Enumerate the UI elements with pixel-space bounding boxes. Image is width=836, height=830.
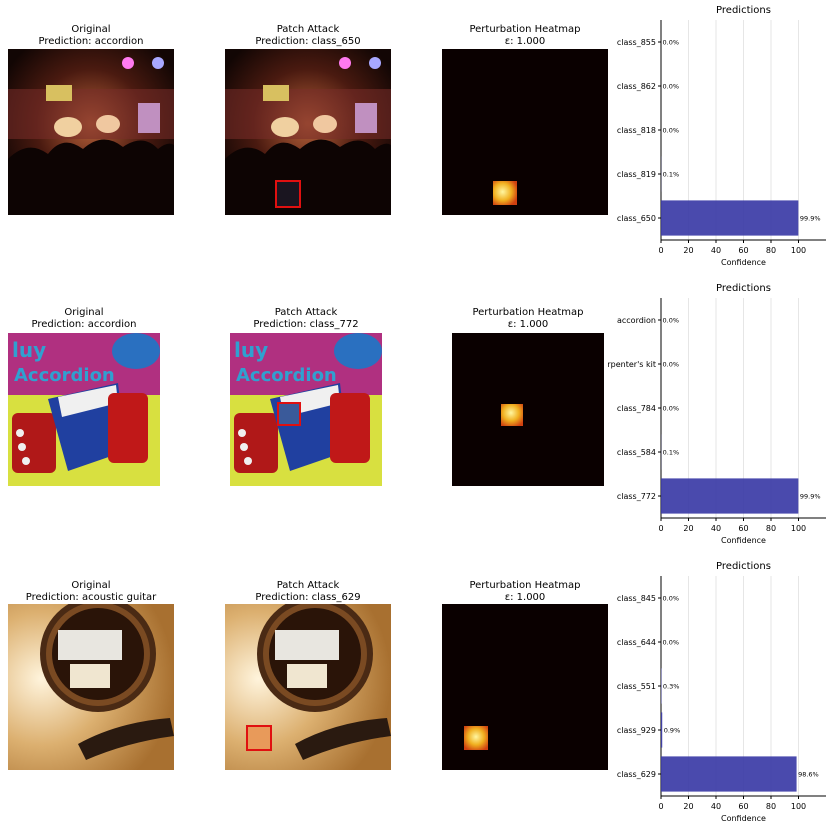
- category-label: class_772: [617, 492, 656, 501]
- value-label: 0.0%: [663, 361, 680, 369]
- original-title: Original Prediction: accordion: [8, 24, 174, 48]
- x-tick-label: 40: [711, 802, 721, 811]
- category-label: class_650: [617, 214, 656, 223]
- value-label: 0.0%: [663, 595, 680, 603]
- x-tick-label: 40: [711, 524, 721, 533]
- x-tick-label: 0: [658, 246, 663, 255]
- x-tick-label: 100: [791, 802, 806, 811]
- bar: [661, 478, 798, 513]
- figure-row-2: Original Prediction: accordion luy Accor…: [0, 278, 836, 548]
- x-tick-label: 40: [711, 246, 721, 255]
- original-image-accordion: luy Accordion: [8, 333, 160, 486]
- value-label: 98.6%: [798, 771, 819, 779]
- x-tick-label: 0: [658, 802, 663, 811]
- x-tick-label: 20: [683, 802, 693, 811]
- svg-text:luy: luy: [12, 338, 46, 362]
- original-title: Original Prediction: accordion: [8, 307, 160, 331]
- value-label: 99.9%: [800, 493, 821, 501]
- predictions-chart-3: Predictions 0 20 40 60 80 100 Confidence class_8…: [608, 556, 836, 826]
- chart-title: Predictions: [716, 561, 771, 572]
- value-label: 0.3%: [663, 683, 680, 691]
- figure-row-3: Original Prediction: acoustic guitar Pat…: [0, 556, 836, 826]
- category-label: class_629: [617, 770, 656, 779]
- bar: [661, 756, 797, 791]
- x-tick-label: 20: [683, 524, 693, 533]
- x-tick-label: 60: [738, 524, 748, 533]
- x-axis-label: Confidence: [721, 536, 766, 545]
- attack-image-guitar: [225, 604, 391, 770]
- x-axis-label: Confidence: [721, 258, 766, 267]
- predictions-chart-2: Predictions 0 20 40 60 80 100 Confidence accordi…: [608, 278, 836, 548]
- figure-row-1: Original Prediction: accordion Patch Att…: [0, 0, 836, 270]
- value-label: 0.0%: [663, 39, 680, 47]
- attack-title: Patch Attack Prediction: class_650: [225, 24, 391, 48]
- category-label: class_644: [617, 638, 656, 647]
- attack-title: Patch Attack Prediction: class_772: [230, 307, 382, 331]
- x-tick-label: 80: [766, 246, 776, 255]
- x-tick-label: 100: [791, 246, 806, 255]
- category-label: class_818: [617, 126, 656, 135]
- category-label: carpenter's kit: [608, 360, 656, 369]
- value-label: 0.0%: [663, 127, 680, 135]
- chart-title: Predictions: [716, 5, 771, 16]
- category-label: class_784: [617, 404, 656, 413]
- x-tick-label: 80: [766, 524, 776, 533]
- heatmap-title: Perturbation Heatmap ε: 1.000: [442, 24, 608, 48]
- chart-title: Predictions: [716, 283, 771, 294]
- perturbation-heatmap: [452, 333, 604, 486]
- value-label: 0.1%: [663, 171, 680, 179]
- svg-text:Accordion: Accordion: [14, 365, 115, 386]
- heatmap-title: Perturbation Heatmap ε: 1.000: [452, 307, 604, 331]
- heatmap-patch: [464, 726, 488, 750]
- category-label: class_819: [617, 170, 656, 179]
- x-tick-label: 60: [738, 802, 748, 811]
- predictions-chart-1: Predictions 0 20 40 60 80 100 Confidence class_8…: [608, 0, 836, 270]
- perturbation-heatmap: [442, 49, 608, 215]
- svg-text:Accordion: Accordion: [236, 365, 337, 386]
- svg-text:luy: luy: [234, 338, 268, 362]
- x-tick-label: 80: [766, 802, 776, 811]
- x-tick-label: 60: [738, 246, 748, 255]
- x-tick-label: 100: [791, 524, 806, 533]
- original-image-guitar: [8, 604, 174, 770]
- bar: [661, 200, 798, 235]
- category-label: class_855: [617, 38, 656, 47]
- value-label: 0.1%: [663, 449, 680, 457]
- heatmap-patch: [493, 181, 517, 205]
- value-label: 0.0%: [663, 317, 680, 325]
- value-label: 0.0%: [663, 83, 680, 91]
- perturbation-heatmap: [442, 604, 608, 770]
- heatmap-patch: [501, 404, 523, 426]
- x-axis-label: Confidence: [721, 814, 766, 823]
- x-tick-label: 20: [683, 246, 693, 255]
- attack-image-concert: [225, 49, 391, 215]
- category-label: class_845: [617, 594, 656, 603]
- original-title: Original Prediction: acoustic guitar: [8, 580, 174, 604]
- category-label: class_551: [617, 682, 656, 691]
- category-label: class_584: [617, 448, 656, 457]
- value-label: 99.9%: [800, 215, 821, 223]
- heatmap-title: Perturbation Heatmap ε: 1.000: [442, 580, 608, 604]
- value-label: 0.0%: [663, 639, 680, 647]
- category-label: class_862: [617, 82, 656, 91]
- x-tick-label: 0: [658, 524, 663, 533]
- bar: [661, 712, 662, 747]
- original-image-concert: [8, 49, 174, 215]
- category-label: accordion: [617, 316, 656, 325]
- attack-image-accordion: luy Accordion: [230, 333, 382, 486]
- attack-title: Patch Attack Prediction: class_629: [225, 580, 391, 604]
- category-label: class_929: [617, 726, 656, 735]
- value-label: 0.0%: [663, 405, 680, 413]
- value-label: 0.9%: [664, 727, 681, 735]
